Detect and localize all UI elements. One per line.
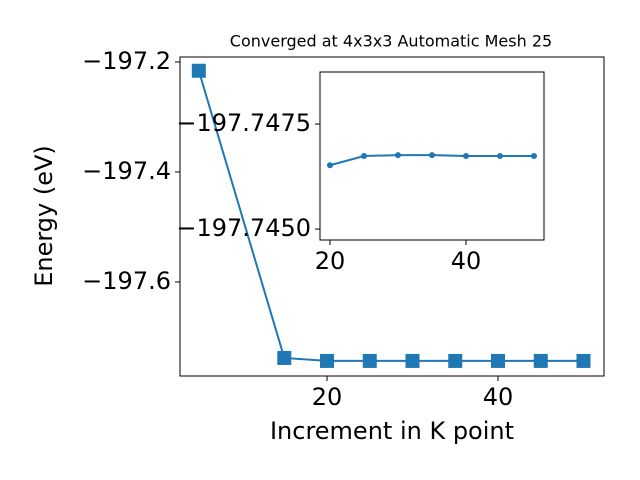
y-tick-label: −197.6 (82, 267, 171, 295)
y-tick-label: −197.7475 (176, 109, 311, 137)
x-tick-label: 40 (483, 383, 514, 411)
x-tick-label: 40 (451, 247, 482, 275)
x-axis-label: Increment in K point (270, 417, 514, 445)
marker (533, 353, 548, 368)
marker (326, 162, 333, 169)
marker (491, 353, 505, 368)
marker (463, 153, 470, 159)
marker (394, 152, 401, 159)
marker (277, 350, 292, 365)
y-tick-label: −197.7450 (176, 214, 311, 242)
marker (448, 353, 463, 368)
y-tick-label: −197.2 (82, 47, 171, 75)
marker (497, 153, 504, 159)
marker (429, 152, 435, 159)
marker (191, 63, 206, 78)
x-tick-label: 20 (312, 383, 343, 411)
y-tick-label: −197.4 (82, 157, 171, 185)
chart-title: Converged at 4x3x3 Automatic Mesh 25 (230, 32, 552, 51)
marker (362, 353, 377, 368)
marker (531, 153, 538, 159)
x-tick-label: 20 (315, 247, 346, 275)
marker (320, 353, 335, 368)
y-axis-label: Energy (eV) (30, 145, 58, 287)
marker (405, 353, 420, 368)
marker (360, 153, 367, 159)
marker (576, 353, 591, 368)
